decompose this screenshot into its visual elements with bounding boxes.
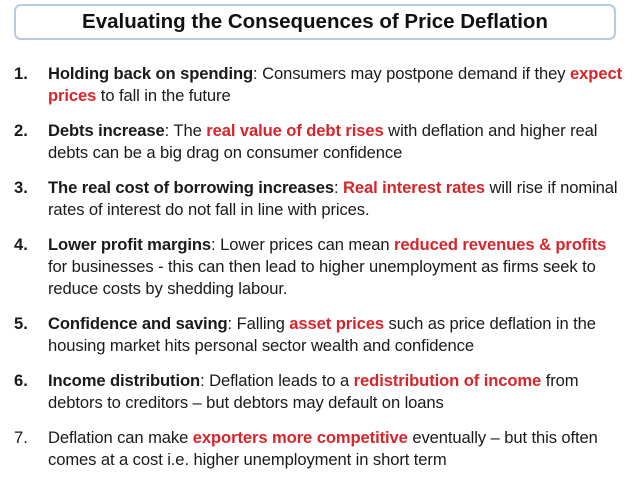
item-separator: :: [253, 64, 263, 83]
item-text-start: Falling: [236, 314, 290, 333]
item-highlight: asset prices: [289, 314, 385, 333]
page-title: Evaluating the Consequences of Price Def…: [82, 10, 548, 33]
item-text: Debts increase: The real value of debt r…: [48, 120, 626, 164]
item-separator: :: [211, 235, 221, 254]
item-text-end: with deflation and higher real debts can…: [48, 121, 598, 162]
item-highlight: expect prices: [48, 64, 623, 105]
item-text-end: for businesses - this can then lead to h…: [48, 257, 596, 298]
item-highlight: reduced revenues & profits: [394, 235, 607, 254]
item-text-start: Deflation can make: [48, 428, 193, 447]
item-separator: :: [200, 371, 210, 390]
item-text: Holding back on spending: Consumers may …: [48, 63, 626, 107]
item-highlight: real value of debt rises: [206, 121, 384, 140]
item-text-end: such as price deflation in the housing m…: [48, 314, 596, 355]
list-item: 5. Confidence and saving: Falling asset …: [14, 313, 626, 357]
item-text: The real cost of borrowing increases: Re…: [48, 177, 626, 221]
item-text: Confidence and saving: Falling asset pri…: [48, 313, 626, 357]
item-number: 6.: [14, 371, 28, 390]
item-number: 1.: [14, 64, 28, 83]
item-heading: Holding back on spending: [48, 64, 254, 83]
item-heading: Lower profit margins: [48, 235, 212, 254]
item-text-end: to fall in the future: [96, 86, 231, 105]
item-text-start: Deflation leads to a: [209, 371, 354, 390]
item-heading: Confidence and saving: [48, 314, 228, 333]
item-text-start: Lower prices can mean: [220, 235, 395, 254]
list-item: 4. Lower profit margins: Lower prices ca…: [14, 234, 626, 300]
item-separator: :: [333, 178, 343, 197]
list-item: 7. Deflation can make exporters more com…: [14, 427, 626, 471]
item-text-end: from debtors to creditors – but debtors …: [48, 371, 579, 412]
item-number: 7.: [14, 428, 28, 447]
item-highlight: Real interest rates: [342, 178, 485, 197]
item-number: 4.: [14, 235, 28, 254]
item-text: Deflation can make exporters more compet…: [48, 427, 626, 471]
item-number: 3.: [14, 178, 28, 197]
item-number: 5.: [14, 314, 28, 333]
consequences-list: 1. Holding back on spending: Consumers m…: [14, 63, 626, 471]
item-highlight: redistribution of income: [353, 371, 542, 390]
list-item: 6. Income distribution: Deflation leads …: [14, 370, 626, 414]
item-heading: The real cost of borrowing increases: [48, 178, 334, 197]
title-box: Evaluating the Consequences of Price Def…: [14, 4, 616, 40]
item-text-start: Consumers may postpone demand if they: [262, 64, 571, 83]
list-item: 3. The real cost of borrowing increases:…: [14, 177, 626, 221]
item-text-start: The: [173, 121, 207, 140]
list-item: 1. Holding back on spending: Consumers m…: [14, 63, 626, 107]
item-text-end: eventually – but this often comes at a c…: [48, 428, 598, 469]
item-text: Lower profit margins: Lower prices can m…: [48, 234, 626, 300]
item-number: 2.: [14, 121, 28, 140]
item-separator: :: [227, 314, 237, 333]
item-separator: :: [164, 121, 174, 140]
item-text-end: will rise if nominal rates of interest d…: [48, 178, 618, 219]
item-text: Income distribution: Deflation leads to …: [48, 370, 626, 414]
item-heading: Debts increase: [48, 121, 165, 140]
list-item: 2. Debts increase: The real value of deb…: [14, 120, 626, 164]
item-heading: Income distribution: [48, 371, 201, 390]
item-highlight: exporters more competitive: [192, 428, 408, 447]
